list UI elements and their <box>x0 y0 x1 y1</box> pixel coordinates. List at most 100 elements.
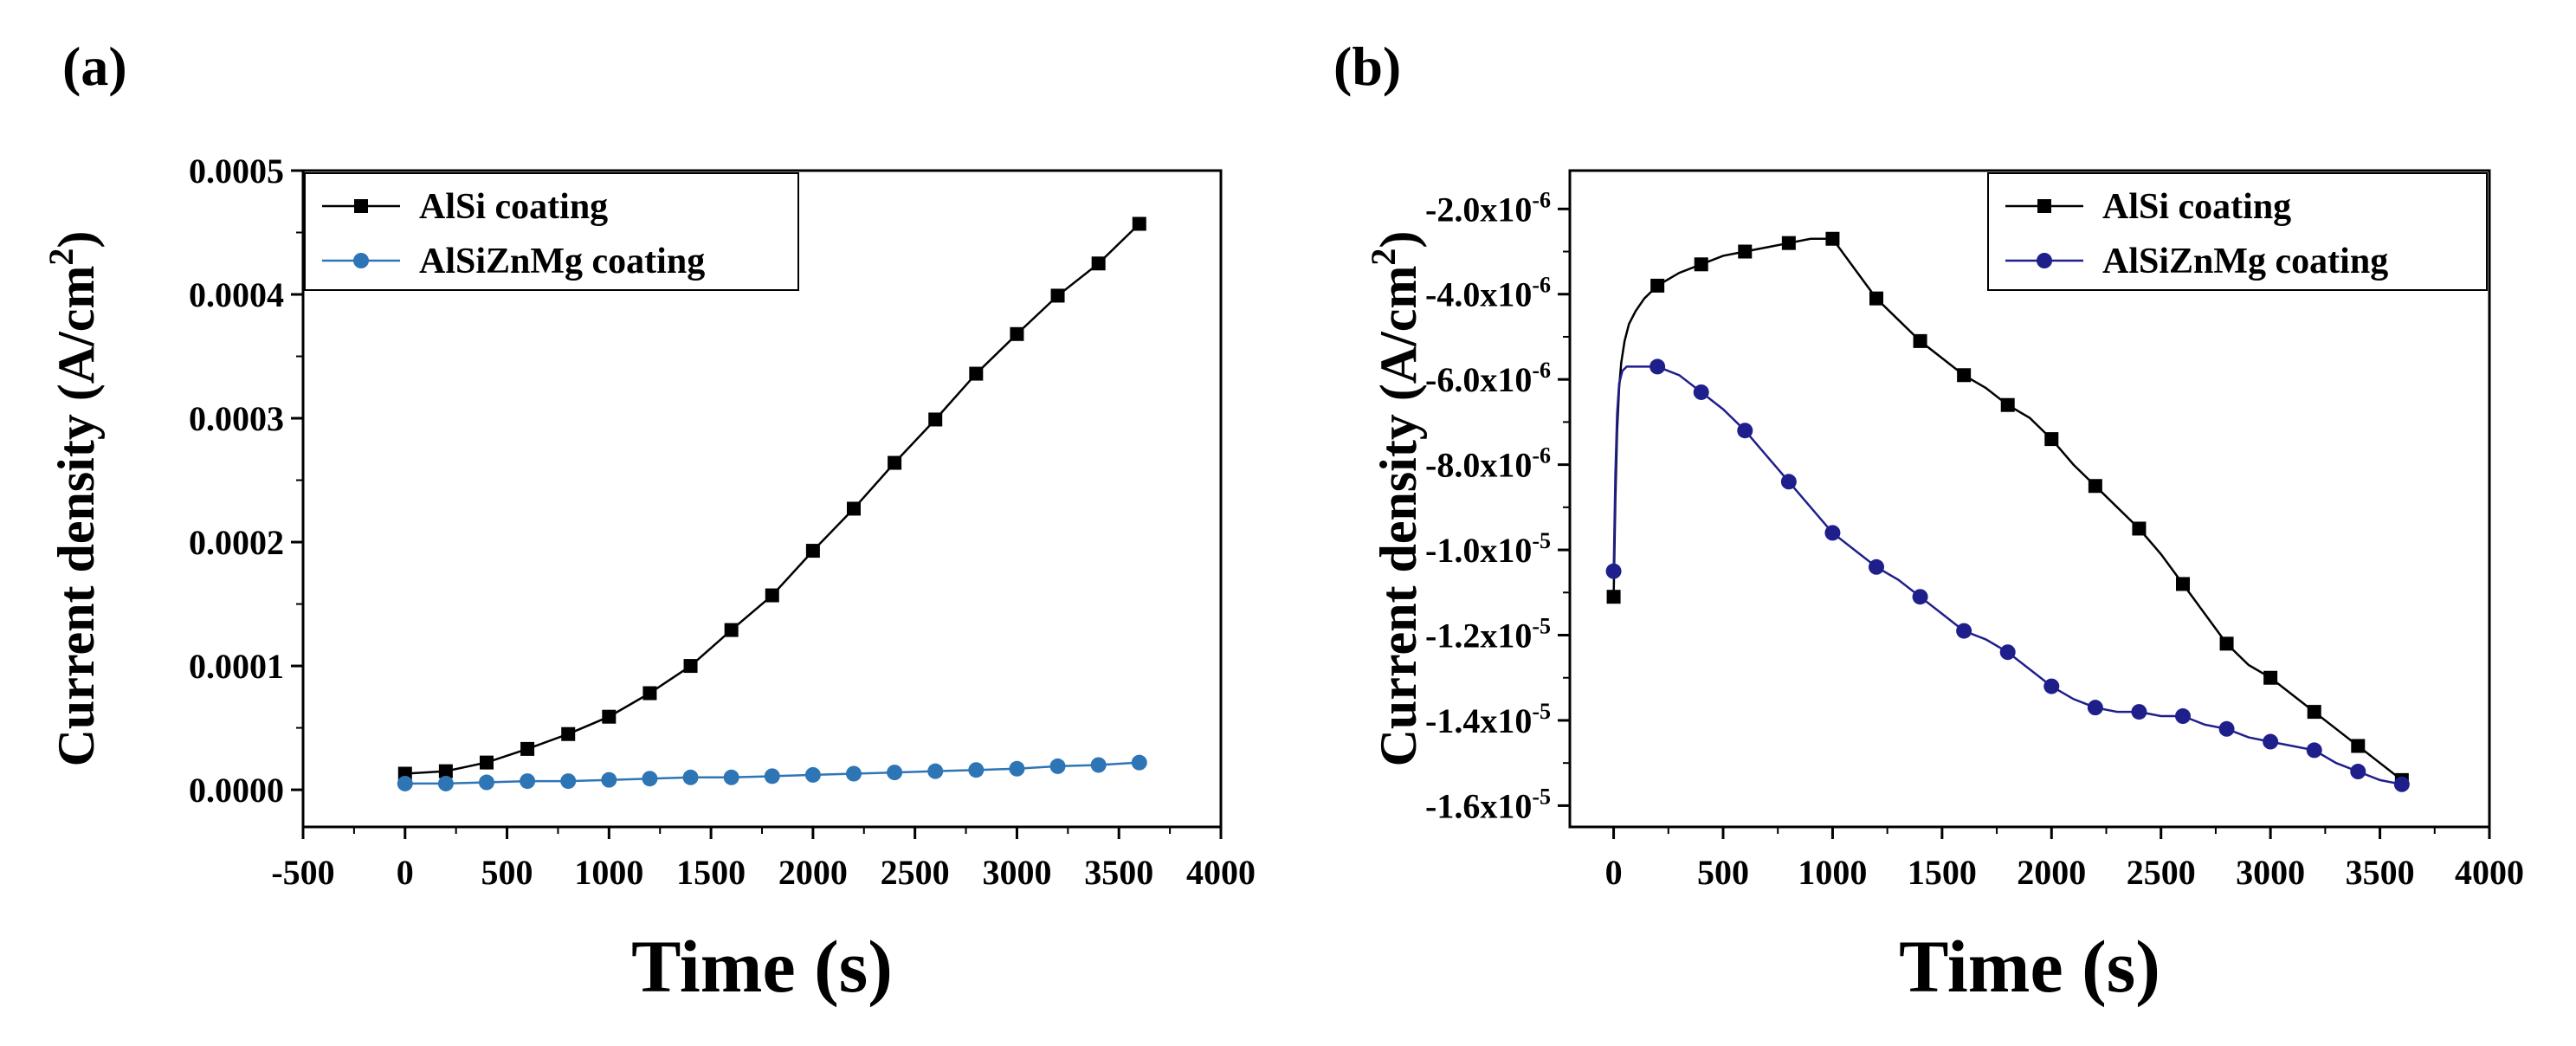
data-point-alsi <box>1913 333 1927 348</box>
y-axis-title: Current density (A/cm2) <box>1364 231 1427 767</box>
data-point-alsiznmg <box>520 773 536 790</box>
y-tick-mantissa: -8.0x10 <box>1425 446 1532 485</box>
data-point-alsi <box>1091 256 1106 271</box>
y-tick-exponent: -5 <box>1532 784 1551 809</box>
data-point-alsiznmg <box>1999 644 2016 661</box>
data-point-alsi <box>888 455 902 470</box>
x-tick-label: 0 <box>1605 853 1623 892</box>
data-point-alsi <box>1694 257 1708 272</box>
y-tick-label: 0.0002 <box>189 523 284 562</box>
panel-b-chart: (b) 0 500 1000 1500 2000 2500 3000 3500 4000 -2.0x… <box>1333 36 2524 1008</box>
data-point-alsiznmg <box>560 773 577 790</box>
x-axis-title: Time (s) <box>631 925 893 1008</box>
data-point-alsi <box>1738 244 1753 259</box>
legend-label-alsiznmg: AlSiZnMg coating <box>2102 242 2388 281</box>
data-point-alsiznmg <box>642 771 658 787</box>
legend-marker-alsi <box>354 199 368 213</box>
data-point-alsiznmg <box>764 768 780 784</box>
data-point-alsi <box>2088 479 2102 494</box>
data-point-alsiznmg <box>1650 358 1666 375</box>
y-axis-title: Current density (A/cm2) <box>42 231 105 767</box>
y-tick-mantissa: -6.0x10 <box>1425 360 1532 399</box>
series-line-alsi <box>404 223 1140 775</box>
y-tick-label: -4.0x10-6 <box>1425 273 1551 314</box>
data-point-alsiznmg <box>601 772 617 788</box>
legend-box <box>1987 172 2488 291</box>
y-axis-title-superscript: 2 <box>1364 249 1403 266</box>
y-tick-label: 0.0001 <box>189 647 284 686</box>
y-tick-label: -8.0x10-6 <box>1425 443 1551 485</box>
x-tick-label: 1000 <box>1798 853 1867 892</box>
data-point-alsiznmg <box>1956 623 1972 639</box>
panel-a-chart: (a) -500 0 500 1000 1500 2000 2500 3000 3500 4000 0… <box>42 36 1256 1008</box>
y-tick-label: -1.0x10-5 <box>1425 528 1551 570</box>
y-axis-title-main: Current density (A/cm <box>48 266 105 767</box>
x-tick-label: 500 <box>1697 853 1749 892</box>
data-point-alsi <box>1132 216 1146 231</box>
y-tick-mantissa: -1.4x10 <box>1425 701 1532 740</box>
data-point-alsi <box>765 588 779 603</box>
x-tick-label: 2500 <box>881 853 950 892</box>
data-point-alsiznmg <box>2175 708 2191 725</box>
data-point-alsi <box>2176 577 2190 591</box>
data-point-alsiznmg <box>1737 423 1753 439</box>
data-point-alsiznmg <box>437 775 454 791</box>
panel-label: (a) <box>62 36 127 97</box>
y-tick-exponent: -5 <box>1532 614 1551 639</box>
data-point-alsi <box>1010 326 1024 341</box>
y-axis-title-close: ) <box>48 231 105 249</box>
y-tick-exponent: -6 <box>1532 273 1551 298</box>
y-tick-label: -6.0x10-6 <box>1425 358 1551 399</box>
data-point-alsiznmg <box>2218 720 2235 737</box>
series-line-alsiznmg <box>1612 365 2403 786</box>
x-tick-label: 500 <box>481 853 533 892</box>
data-point-alsi <box>2307 705 2321 720</box>
x-tick-label: 3500 <box>2346 853 2415 892</box>
data-point-alsi <box>2263 670 2278 685</box>
data-point-alsiznmg <box>2393 776 2410 792</box>
y-tick-label: -1.4x10-5 <box>1425 699 1551 740</box>
y-tick-label: -1.6x10-5 <box>1425 784 1551 825</box>
y-tick-mantissa: -4.0x10 <box>1425 275 1532 314</box>
x-tick-label: 3000 <box>2236 853 2305 892</box>
data-point-alsi <box>2044 432 2059 447</box>
data-point-alsiznmg <box>846 765 862 782</box>
x-tick-label: 2000 <box>778 853 848 892</box>
legend-box <box>304 172 799 291</box>
data-point-alsi <box>2219 636 2234 651</box>
data-point-alsi <box>480 755 494 770</box>
data-point-alsiznmg <box>1131 754 1147 771</box>
y-axis-title-main: Current density (A/cm <box>1370 266 1427 767</box>
data-point-alsi <box>2132 521 2147 536</box>
x-tick-label: 4000 <box>2455 853 2524 892</box>
y-tick-label: -2.0x10-6 <box>1425 187 1551 229</box>
data-point-alsiznmg <box>1780 474 1797 490</box>
data-point-alsiznmg <box>1090 757 1107 773</box>
data-point-alsi <box>2000 397 2015 412</box>
x-tick-label: 1500 <box>676 853 746 892</box>
data-point-alsi <box>520 741 535 756</box>
x-tick-label: 1000 <box>574 853 643 892</box>
y-tick-exponent: -5 <box>1532 528 1551 553</box>
data-point-alsiznmg <box>1009 760 1025 777</box>
data-point-alsi <box>1869 291 1883 306</box>
x-tick-label: 3500 <box>1084 853 1153 892</box>
data-point-alsi <box>1825 231 1840 246</box>
y-tick-exponent: -6 <box>1532 443 1551 468</box>
data-point-alsiznmg <box>479 774 494 791</box>
data-point-alsiznmg <box>1693 384 1709 400</box>
data-point-alsi <box>1650 278 1665 293</box>
data-point-alsi <box>642 686 657 701</box>
y-tick-exponent: -6 <box>1532 358 1551 383</box>
y-tick-mantissa: -1.6x10 <box>1425 786 1532 825</box>
data-point-alsi <box>847 501 861 516</box>
y-tick-label: 0.0000 <box>189 771 284 810</box>
data-point-alsi <box>1606 590 1621 604</box>
data-point-alsiznmg <box>2350 764 2366 780</box>
data-point-alsi <box>2351 739 2366 753</box>
data-point-alsi <box>724 623 739 637</box>
y-tick-label: 0.0005 <box>189 152 284 190</box>
data-point-alsiznmg <box>927 763 944 779</box>
y-tick-label: 0.0003 <box>189 399 284 438</box>
